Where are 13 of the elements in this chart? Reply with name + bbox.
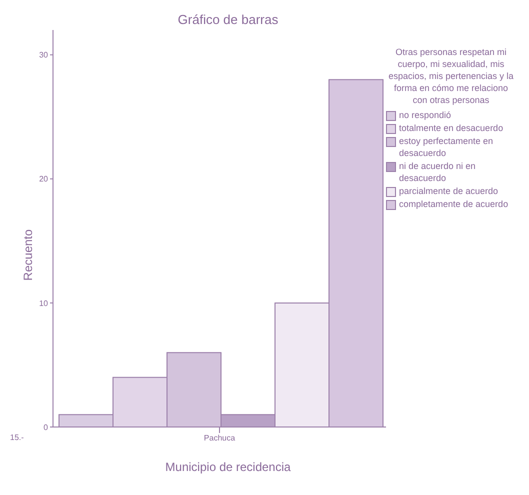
legend-label: totalmente en desacuerdo	[399, 122, 504, 134]
x-axis-title: Municipio de recidencia	[164, 460, 292, 474]
y-tick-label: 10	[39, 298, 49, 308]
chart-title: Gráfico de barras	[176, 12, 280, 27]
text: 15.-	[10, 433, 24, 442]
y-tick-label: 30	[39, 50, 49, 60]
legend-label: completamente de acuerdo	[399, 198, 508, 210]
y-tick-label: 0	[44, 422, 49, 432]
x-tick-label: Pachuca	[204, 434, 236, 443]
legend-label: no respondió	[399, 109, 452, 121]
y-tick-label: 20	[39, 174, 49, 184]
y-axis-title: Recuento	[21, 228, 35, 283]
legend-label: parcialmente de acuerdo	[399, 185, 498, 197]
